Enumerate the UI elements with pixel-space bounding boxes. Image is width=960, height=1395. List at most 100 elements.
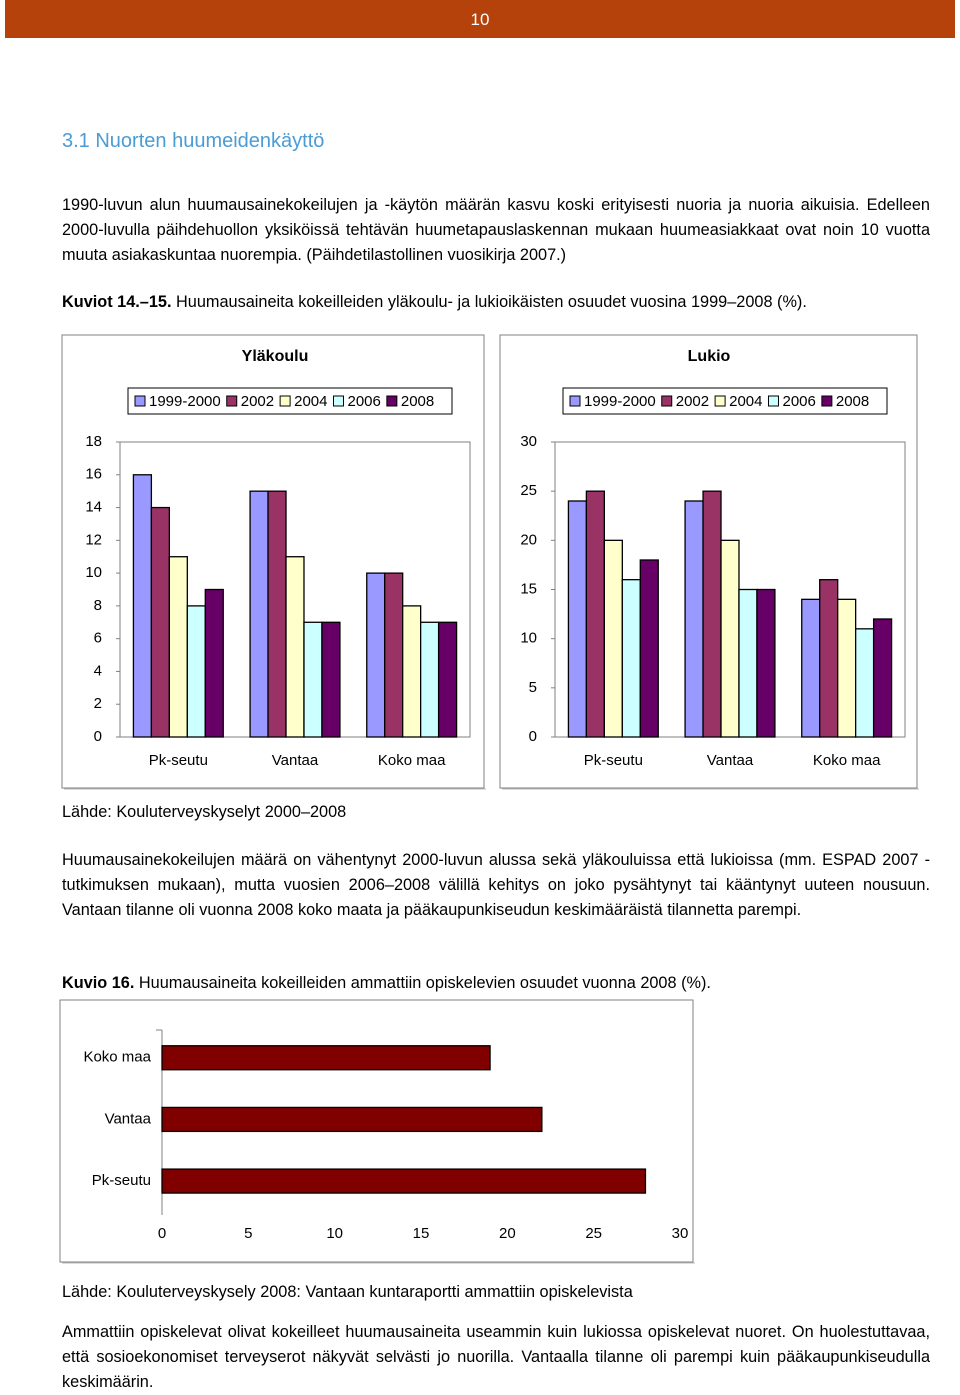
bar <box>303 621 323 738</box>
legend-label: 2006 <box>347 393 380 410</box>
bar <box>161 1168 647 1194</box>
legend-label: 2002 <box>676 393 709 410</box>
x-tick-label: 15 <box>413 1225 430 1242</box>
header-bar: 10 <box>5 0 955 38</box>
y-tick-label: 6 <box>94 630 102 647</box>
x-tick-label: 30 <box>672 1225 689 1242</box>
bar <box>419 621 440 738</box>
bar <box>384 572 404 738</box>
y-tick-label: 0 <box>529 728 537 745</box>
bar <box>186 605 206 738</box>
bar <box>204 588 224 738</box>
y-tick-label: 12 <box>85 531 102 548</box>
y-tick-label: 20 <box>520 531 537 548</box>
x-tick-label: Koko maa <box>378 752 446 769</box>
legend-swatch <box>226 395 238 407</box>
y-tick-label: Koko maa <box>83 1049 151 1066</box>
y-tick-label: 0 <box>94 728 102 745</box>
legend-frame <box>562 387 888 415</box>
x-tick-label: Koko maa <box>813 752 881 769</box>
bar <box>285 556 305 738</box>
bar <box>738 588 758 738</box>
bar <box>249 490 269 738</box>
legend-swatch <box>332 395 344 407</box>
y-tick-label: 4 <box>94 662 102 679</box>
bar <box>872 618 893 738</box>
y-tick-label: 8 <box>94 597 102 614</box>
caption: Kuviot 14.–15. Huumausaineita kokeilleid… <box>62 290 930 315</box>
legend-swatch <box>386 395 398 407</box>
bar <box>855 628 875 738</box>
x-tick-label: 25 <box>585 1225 602 1242</box>
chart-frame <box>61 334 485 789</box>
bar <box>402 605 422 738</box>
legend-swatch <box>661 395 673 407</box>
bar <box>603 539 623 738</box>
source: Lähde: Kouluterveyskyselyt 2000–2008 <box>62 803 347 821</box>
bar <box>321 621 341 738</box>
y-tick-label: 25 <box>520 482 537 499</box>
bar <box>621 579 641 738</box>
caption-text: Huumausaineita kokeilleiden yläkoulu- ja… <box>176 293 807 311</box>
bar <box>168 556 188 738</box>
x-tick-label: 20 <box>499 1225 516 1242</box>
bar <box>756 588 776 738</box>
caption-label: Kuvio 16. <box>62 974 135 992</box>
paragraph: 1990-luvun alun huumausainekokeilujen ja… <box>62 196 930 264</box>
caption-text: Huumausaineita kokeilleiden ammattiin op… <box>138 974 711 992</box>
y-tick-label: 2 <box>94 695 102 712</box>
x-tick-label: Pk-seutu <box>584 752 643 769</box>
legend-label: 2004 <box>729 393 762 410</box>
bar <box>366 572 386 738</box>
y-tick-label: 30 <box>520 433 537 450</box>
legend-label: 1999-2000 <box>584 393 656 410</box>
source: Lähde: Kouluterveyskysely 2008: Vantaan … <box>62 1283 633 1301</box>
y-tick-label: 10 <box>520 630 537 647</box>
bar <box>161 1045 491 1071</box>
x-tick-label: Vantaa <box>272 752 319 769</box>
chart-frame <box>499 334 918 789</box>
y-tick-label: 18 <box>85 433 102 450</box>
bar <box>720 539 740 738</box>
bar <box>567 500 588 738</box>
legend-label: 2006 <box>782 393 815 410</box>
legend-swatch <box>821 395 833 407</box>
bar <box>267 490 287 738</box>
y-tick-label: 14 <box>85 499 102 516</box>
bar <box>437 621 458 738</box>
x-tick-label: Vantaa <box>707 752 754 769</box>
y-tick-label: Pk-seutu <box>92 1172 151 1189</box>
page-number: 10 <box>470 10 490 29</box>
legend-frame <box>127 387 453 415</box>
y-tick-label: 16 <box>85 466 102 483</box>
x-tick-label: Pk-seutu <box>149 752 208 769</box>
y-tick-label: Vantaa <box>105 1110 152 1127</box>
legend-swatch <box>714 395 726 407</box>
x-tick-label: 0 <box>158 1225 166 1242</box>
legend-label: 2008 <box>401 393 434 410</box>
bar <box>639 559 659 738</box>
legend-label: 2004 <box>294 393 327 410</box>
x-tick-label: 5 <box>244 1225 252 1242</box>
bar <box>801 598 821 738</box>
y-tick-label: 15 <box>520 580 537 597</box>
x-tick-label: 10 <box>326 1225 343 1242</box>
bar <box>684 500 704 738</box>
legend-label: 2008 <box>836 393 869 410</box>
chart-title: Lukio <box>688 348 731 365</box>
bar <box>702 490 722 738</box>
legend-swatch <box>767 395 779 407</box>
paragraph: Huumausainekokeilujen määrä on vähentyny… <box>62 851 930 919</box>
legend-swatch <box>569 395 581 407</box>
bar <box>132 474 153 738</box>
legend-swatch <box>134 395 146 407</box>
bar <box>837 598 857 738</box>
y-tick-label: 5 <box>529 679 537 696</box>
bar <box>150 506 170 738</box>
legend-swatch <box>279 395 291 407</box>
chart-frame <box>59 999 694 1263</box>
chart-title: Yläkoulu <box>242 348 309 365</box>
legend-label: 2002 <box>241 393 274 410</box>
